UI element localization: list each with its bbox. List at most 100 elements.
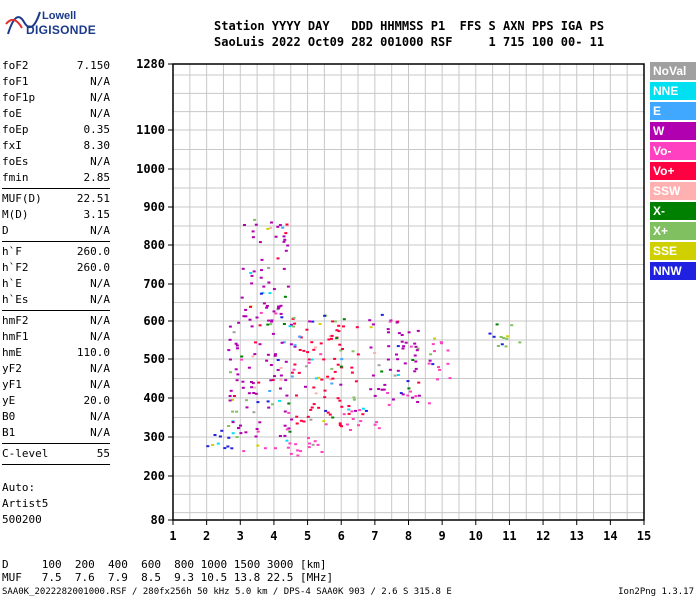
param-key: foF1	[2, 75, 29, 88]
data-point	[292, 325, 296, 328]
data-point	[266, 227, 270, 230]
data-point	[227, 425, 231, 427]
data-point	[387, 403, 391, 406]
x-tick-label: 10	[469, 529, 483, 543]
data-point	[295, 415, 299, 418]
param-separator	[2, 464, 110, 465]
data-point	[341, 348, 344, 350]
data-point	[280, 316, 284, 319]
data-point	[256, 430, 260, 433]
digisonde-logo: Lowell DIGISONDE	[4, 4, 114, 44]
data-point	[396, 369, 400, 372]
data-point	[409, 390, 412, 393]
data-point	[276, 359, 280, 361]
param-value: 55	[96, 447, 110, 460]
data-point	[235, 344, 239, 347]
data-point	[401, 393, 405, 396]
data-point	[413, 342, 417, 345]
data-point	[333, 320, 337, 323]
data-point	[328, 413, 332, 416]
x-tick-label: 15	[637, 529, 651, 543]
data-point	[276, 225, 280, 228]
data-point	[248, 318, 252, 321]
param-row: yF2 N/A	[2, 361, 110, 377]
param-key: B0	[2, 410, 16, 423]
legend-item: W	[650, 122, 696, 140]
data-point	[241, 380, 245, 383]
data-point	[229, 389, 233, 392]
data-point	[288, 442, 292, 445]
data-point	[253, 386, 256, 389]
data-point	[295, 394, 298, 397]
data-point	[240, 296, 244, 299]
param-value: 3.15	[83, 208, 111, 221]
data-point	[327, 338, 331, 341]
data-point	[279, 312, 283, 315]
data-point	[400, 340, 404, 343]
param-key: h`Es	[2, 293, 29, 306]
data-point	[437, 366, 440, 369]
data-point	[223, 447, 227, 450]
data-point	[387, 345, 391, 348]
data-point	[240, 355, 244, 358]
chart-points	[206, 218, 522, 457]
param-key: M(D)	[2, 208, 29, 221]
data-point	[339, 365, 343, 368]
data-point	[502, 337, 506, 339]
y-tick-label: 300	[143, 430, 165, 444]
data-point	[298, 349, 302, 351]
data-point	[271, 332, 275, 335]
data-point	[400, 334, 404, 336]
data-point	[312, 348, 316, 351]
data-point	[352, 398, 356, 401]
data-point	[427, 402, 431, 405]
data-point	[373, 352, 377, 354]
data-point	[258, 241, 262, 244]
data-point	[324, 409, 328, 412]
data-point	[320, 451, 324, 453]
data-point	[252, 270, 256, 273]
data-point	[242, 315, 246, 318]
data-point	[250, 274, 254, 277]
data-point	[304, 365, 308, 368]
data-point	[247, 366, 251, 369]
data-point	[286, 446, 290, 449]
data-point	[413, 370, 417, 373]
data-point	[228, 395, 232, 397]
data-point	[206, 445, 210, 448]
data-point	[276, 257, 280, 260]
data-point	[211, 444, 215, 446]
data-point	[235, 436, 239, 438]
data-point	[276, 307, 280, 310]
muf-row: MUF 7.5 7.6 7.9 8.5 9.3 10.5 13.8 22.5 […	[2, 571, 334, 584]
y-tick-label: 1100	[136, 123, 165, 137]
param-row: fxI 8.30	[2, 138, 110, 154]
data-point	[446, 349, 450, 352]
data-point	[308, 442, 311, 445]
auto-code: 500200	[2, 513, 42, 526]
data-point	[351, 418, 355, 420]
data-point	[289, 323, 293, 326]
data-point	[350, 410, 354, 413]
data-point	[417, 381, 421, 384]
param-key: D	[2, 224, 9, 237]
data-point	[504, 345, 508, 348]
data-point	[231, 410, 235, 413]
data-point	[250, 381, 253, 383]
d-row: D 100 200 400 600 800 1000 1500 3000 [km…	[2, 558, 327, 571]
data-point	[284, 379, 288, 382]
data-point	[320, 378, 324, 381]
param-row: fmin 2.85	[2, 170, 110, 186]
data-point	[386, 358, 390, 361]
param-key: h`F2	[2, 261, 29, 274]
data-point	[340, 425, 343, 428]
data-point	[247, 392, 251, 395]
param-row: h`E N/A	[2, 276, 110, 292]
data-point	[380, 388, 384, 391]
data-point	[333, 370, 337, 373]
data-point	[237, 321, 241, 324]
data-point	[328, 335, 332, 338]
data-point	[271, 403, 274, 406]
data-point	[229, 358, 232, 361]
data-point	[287, 427, 291, 430]
